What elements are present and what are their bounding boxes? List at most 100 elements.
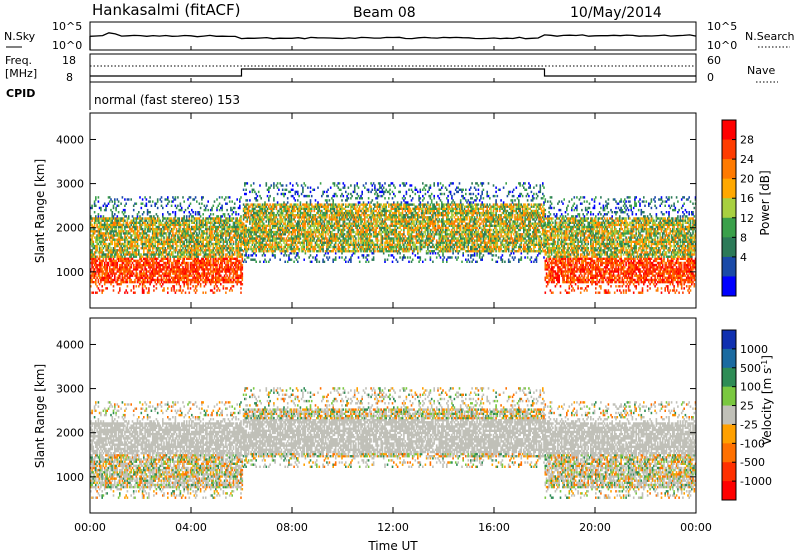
power-cell-3048 [234,203,236,205]
power-cell-4584 [326,201,328,203]
power-cell-4027 [292,233,294,235]
power-cell-4103 [297,261,299,263]
power-cell-2529 [210,260,212,262]
power-cell-3794 [278,248,280,250]
power-cell-4164 [300,203,302,205]
power-cell-2693 [218,262,220,264]
power-cell-1061 [141,207,143,209]
power-cell-2862 [225,239,227,241]
power-cell-4201 [302,187,304,189]
power-cell-1696 [171,205,173,207]
power-cell-2325 [200,239,202,241]
power-cell-204 [99,220,101,222]
power-cell-239 [101,275,103,277]
power-cell-3934 [287,261,289,263]
power-cell-2407 [204,230,206,232]
power-cell-284 [103,205,105,207]
power-cell-2808 [223,251,225,253]
power-cell-2883 [226,258,228,260]
power-cell-2958 [230,272,232,274]
power-cell-4688 [334,248,336,250]
power-cell-4716 [335,244,337,246]
power-cell-175 [98,196,100,198]
power-cell-3831 [281,252,283,254]
power-cell-4435 [317,227,319,229]
power-cell-3256 [245,261,247,263]
power-cell-3835 [281,244,283,246]
power-cell-3402 [254,246,256,248]
power-cell-4136 [298,231,300,233]
power-cell-4839 [343,235,345,237]
power-cell-4453 [319,237,321,239]
power-cell-3447 [257,237,259,239]
power-cell-2030 [187,285,189,287]
power-cell-1082 [142,239,144,241]
power-cell-3904 [284,220,286,222]
power-cell-2795 [221,207,223,209]
power-cell-1822 [177,245,179,247]
power-cell-90 [94,232,96,234]
power-cell-1183 [147,258,149,260]
power-cell-1307 [152,226,154,228]
power-cell-3647 [268,191,270,193]
power-cell-4919 [348,239,350,241]
power-cell-4841 [343,231,345,233]
power-cell-2639 [215,258,217,260]
power-cell-4653 [331,227,333,229]
power-cell-1642 [168,228,170,230]
date-title: 10/May/2014 [570,5,662,21]
freq-series-line [90,69,696,76]
power-cell-3195 [242,272,244,274]
power-cell-58 [93,266,95,268]
power-cell-1360 [154,224,156,226]
power-cell-3318 [248,203,250,205]
power-cell-718 [124,292,126,294]
power-cell-3231 [243,203,245,205]
power-cell-2922 [228,213,230,215]
power-cell-2004 [186,272,188,274]
power-cell-1655 [170,260,172,262]
power-cell-4526 [324,261,326,263]
power-cell-2383 [202,226,204,228]
power-cell-2714 [219,281,221,283]
power-cell-3553 [263,250,265,252]
power-cell-2766 [220,217,222,219]
power-cell-1674 [171,287,173,289]
power-cell-516 [114,247,116,249]
power-cell-1709 [172,253,174,255]
power-cell-4090 [296,239,298,241]
power-cell-4781 [339,220,341,222]
power-cell-4589 [327,252,329,254]
power-cell-3132 [238,213,240,215]
power-cell-4226 [303,182,305,184]
power-cell-4956 [350,259,352,261]
power-cell-1502 [162,253,164,255]
power-cell-745 [124,209,126,211]
power-cell-4607 [329,256,331,258]
power-cell-4124 [297,199,299,201]
power-cell-3443 [255,197,257,199]
power-cell-3645 [268,199,270,201]
power-cell-3925 [286,218,288,220]
power-cell-3039 [234,236,236,238]
power-cell-1499 [162,264,164,266]
power-cell-1620 [167,198,169,200]
power-cell-2017 [186,239,188,241]
power-cell-4865 [344,227,346,229]
power-cell-2851 [225,272,227,274]
power-cell-1420 [158,281,160,283]
power-cell-1096 [143,289,145,291]
power-cell-1573 [166,264,168,266]
power-cell-3314 [248,212,250,214]
power-cell-4736 [336,233,338,235]
power-cell-4039 [292,195,294,197]
power-cell-3577 [264,237,266,239]
power-cell-2029 [187,287,189,289]
power-cell-4289 [308,256,310,258]
power-cell-234 [101,292,103,294]
power-cell-3027 [233,217,235,219]
power-cell-1970 [183,217,185,219]
power-cell-105 [95,279,97,281]
power-cell-1916 [182,289,184,291]
power-cell-1138 [144,228,146,230]
